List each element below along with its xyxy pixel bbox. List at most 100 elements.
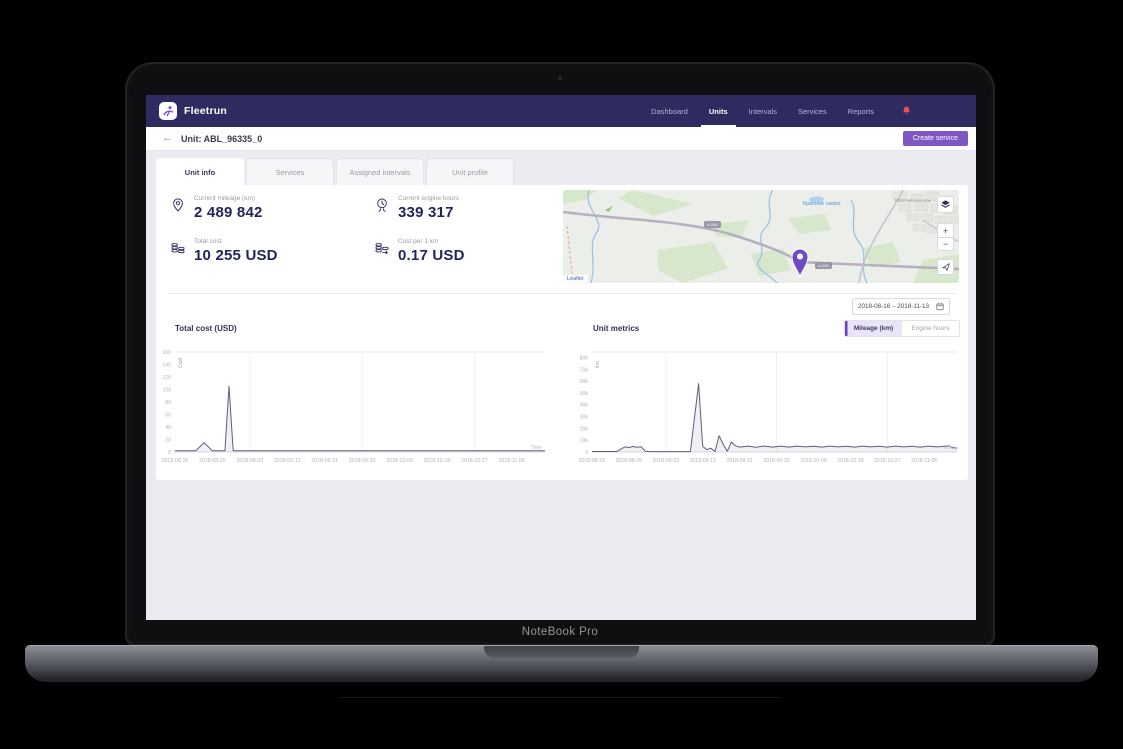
map-zoom-in-button[interactable]: +: [937, 223, 954, 237]
stat-label: Cost per 1 km: [398, 238, 439, 245]
svg-text:80k: 80k: [580, 356, 589, 362]
svg-text:50k: 50k: [580, 391, 589, 397]
svg-text:30k: 30k: [580, 415, 589, 421]
svg-text:Cost: Cost: [178, 357, 184, 368]
svg-text:2018-11-05: 2018-11-05: [499, 458, 525, 464]
svg-text:60: 60: [165, 412, 171, 418]
location-pin-icon: [170, 197, 186, 213]
svg-text:2018-09-21: 2018-09-21: [726, 458, 753, 464]
map-attribution[interactable]: Leaflet: [563, 275, 588, 283]
divider: [168, 293, 956, 294]
svg-text:0: 0: [168, 450, 171, 456]
svg-text:100: 100: [162, 387, 171, 393]
svg-text:60k: 60k: [580, 379, 589, 385]
nav-item-reports[interactable]: Reports: [847, 106, 874, 116]
road-label: А-260: [818, 263, 829, 268]
fleetrun-app: Fleetrun Dashboard Units Intervals Services…: [146, 95, 976, 620]
content-area: Unit info Services Assigned intervals Unit …: [146, 151, 976, 620]
toggle-mileage-km[interactable]: Mileage (km): [845, 321, 902, 336]
map[interactable]: А-260 А-260 Рабочий поселок Красное озер…: [563, 190, 959, 283]
metrics-toggle: Mileage (km) Engine hours: [844, 320, 960, 337]
svg-text:2018-11-05: 2018-11-05: [911, 458, 937, 464]
svg-text:Time: Time: [943, 445, 954, 451]
svg-text:2018-09-30: 2018-09-30: [763, 458, 790, 464]
map-graphic: А-260 А-260 Рабочий поселок Красное озер…: [563, 190, 959, 283]
svg-text:10k: 10k: [580, 438, 589, 444]
unit-metrics-chart: 0 10k 20k 30k 40k 50k 60k 70k 80k 2018-08-16 2018-…: [579, 351, 958, 464]
svg-text:2018-08-25: 2018-08-25: [616, 458, 643, 464]
tab-unit-profile[interactable]: Unit profile: [426, 158, 514, 185]
svg-text:2018-08-25: 2018-08-25: [199, 458, 226, 464]
stat-value: 10 255 USD: [194, 247, 278, 264]
engine-hours-icon: [374, 197, 390, 213]
stat-label: Current engine hours: [398, 195, 460, 202]
svg-text:2018-09-03: 2018-09-03: [653, 458, 680, 464]
brand[interactable]: Fleetrun: [159, 102, 227, 120]
svg-text:2018-10-27: 2018-10-27: [461, 458, 488, 464]
top-navbar: Fleetrun Dashboard Units Intervals Services…: [146, 95, 976, 127]
laptop-base-notch: [483, 646, 639, 658]
svg-text:20k: 20k: [580, 426, 589, 432]
stat-label: Total cost: [194, 238, 222, 245]
nav-item-services[interactable]: Services: [797, 106, 827, 116]
tab-unit-info[interactable]: Unit info: [156, 158, 244, 185]
coins-rate-icon: [374, 240, 390, 256]
stat-value: 2 489 842: [194, 204, 263, 221]
nav-item-intervals[interactable]: Intervals: [748, 106, 777, 116]
svg-text:2018-10-09: 2018-10-09: [386, 458, 413, 464]
svg-text:2018-09-30: 2018-09-30: [349, 458, 376, 464]
svg-text:2018-10-18: 2018-10-18: [424, 458, 451, 464]
stat-label: Current mileage (km): [194, 195, 256, 202]
device-name: NoteBook Pro: [521, 626, 599, 638]
notification-bell-icon[interactable]: [901, 105, 912, 117]
svg-text:2018-10-09: 2018-10-09: [800, 458, 827, 464]
map-layers-button[interactable]: [937, 196, 954, 213]
tab-assigned-intervals[interactable]: Assigned intervals: [336, 158, 424, 185]
svg-text:120: 120: [162, 375, 171, 381]
svg-text:2018-08-16: 2018-08-16: [579, 458, 606, 464]
webcam-dot: [558, 76, 562, 80]
unit-info-card: Current mileage (km) 2 489 842 Current eng…: [156, 185, 968, 480]
svg-text:80: 80: [165, 400, 171, 406]
stats-grid: Current mileage (km) 2 489 842 Current eng…: [170, 195, 574, 264]
create-service-button[interactable]: Create service: [902, 131, 968, 146]
toggle-engine-hours[interactable]: Engine hours: [902, 321, 959, 336]
svg-text:2018-08-16: 2018-08-16: [162, 458, 189, 464]
svg-text:70k: 70k: [580, 367, 589, 373]
brand-name: Fleetrun: [184, 105, 228, 117]
stat-value: 0.17 USD: [398, 247, 465, 264]
laptop-base: [25, 645, 1098, 682]
svg-text:2018-09-12: 2018-09-12: [689, 458, 716, 464]
nav-item-units[interactable]: Units: [700, 95, 736, 127]
stat-value: 339 317: [398, 204, 454, 221]
base-reflection: [340, 697, 780, 698]
coins-icon: [170, 240, 186, 256]
date-range-picker[interactable]: 2018-08-16 – 2018-11-13: [852, 298, 950, 315]
stat-current-mileage-km: Current mileage (km) 2 489 842: [170, 195, 374, 221]
map-zoom-out-button[interactable]: −: [937, 237, 954, 251]
page-title: Unit: ABL_96335_0: [181, 133, 263, 144]
stat-cost-per-1-km: Cost per 1 km 0.17 USD: [374, 238, 574, 264]
map-locate-button[interactable]: [937, 259, 954, 275]
svg-text:160: 160: [162, 350, 171, 356]
svg-text:2018-10-18: 2018-10-18: [837, 458, 864, 464]
svg-text:40k: 40k: [580, 403, 589, 409]
stat-total-cost: Total cost 10 255 USD: [170, 238, 374, 264]
svg-text:2018-10-27: 2018-10-27: [874, 458, 901, 464]
road-label: А-260: [707, 222, 718, 227]
back-arrow-icon[interactable]: ←: [162, 132, 173, 144]
calendar-icon: [936, 303, 944, 311]
unit-header: ← Unit: ABL_96335_0 Create service: [146, 127, 976, 151]
tab-services[interactable]: Services: [246, 158, 334, 185]
svg-text:2018-09-03: 2018-09-03: [237, 458, 264, 464]
nav-item-dashboard[interactable]: Dashboard: [651, 106, 688, 116]
laptop-screen: Fleetrun Dashboard Units Intervals Services…: [125, 62, 995, 646]
chart-title-total-cost: Total cost (USD): [175, 324, 237, 333]
map-marker-icon: [791, 248, 809, 278]
date-range-value: 2018-08-16 – 2018-11-13: [858, 303, 929, 310]
total-cost-chart: 0 20 40 60 80 100 120 140 160 2018-08-16 2018-08-2…: [162, 350, 545, 464]
nav-menu: Dashboard Units Intervals Services Reports: [648, 95, 877, 127]
svg-text:km: km: [595, 361, 601, 368]
svg-text:2018-09-12: 2018-09-12: [274, 458, 301, 464]
